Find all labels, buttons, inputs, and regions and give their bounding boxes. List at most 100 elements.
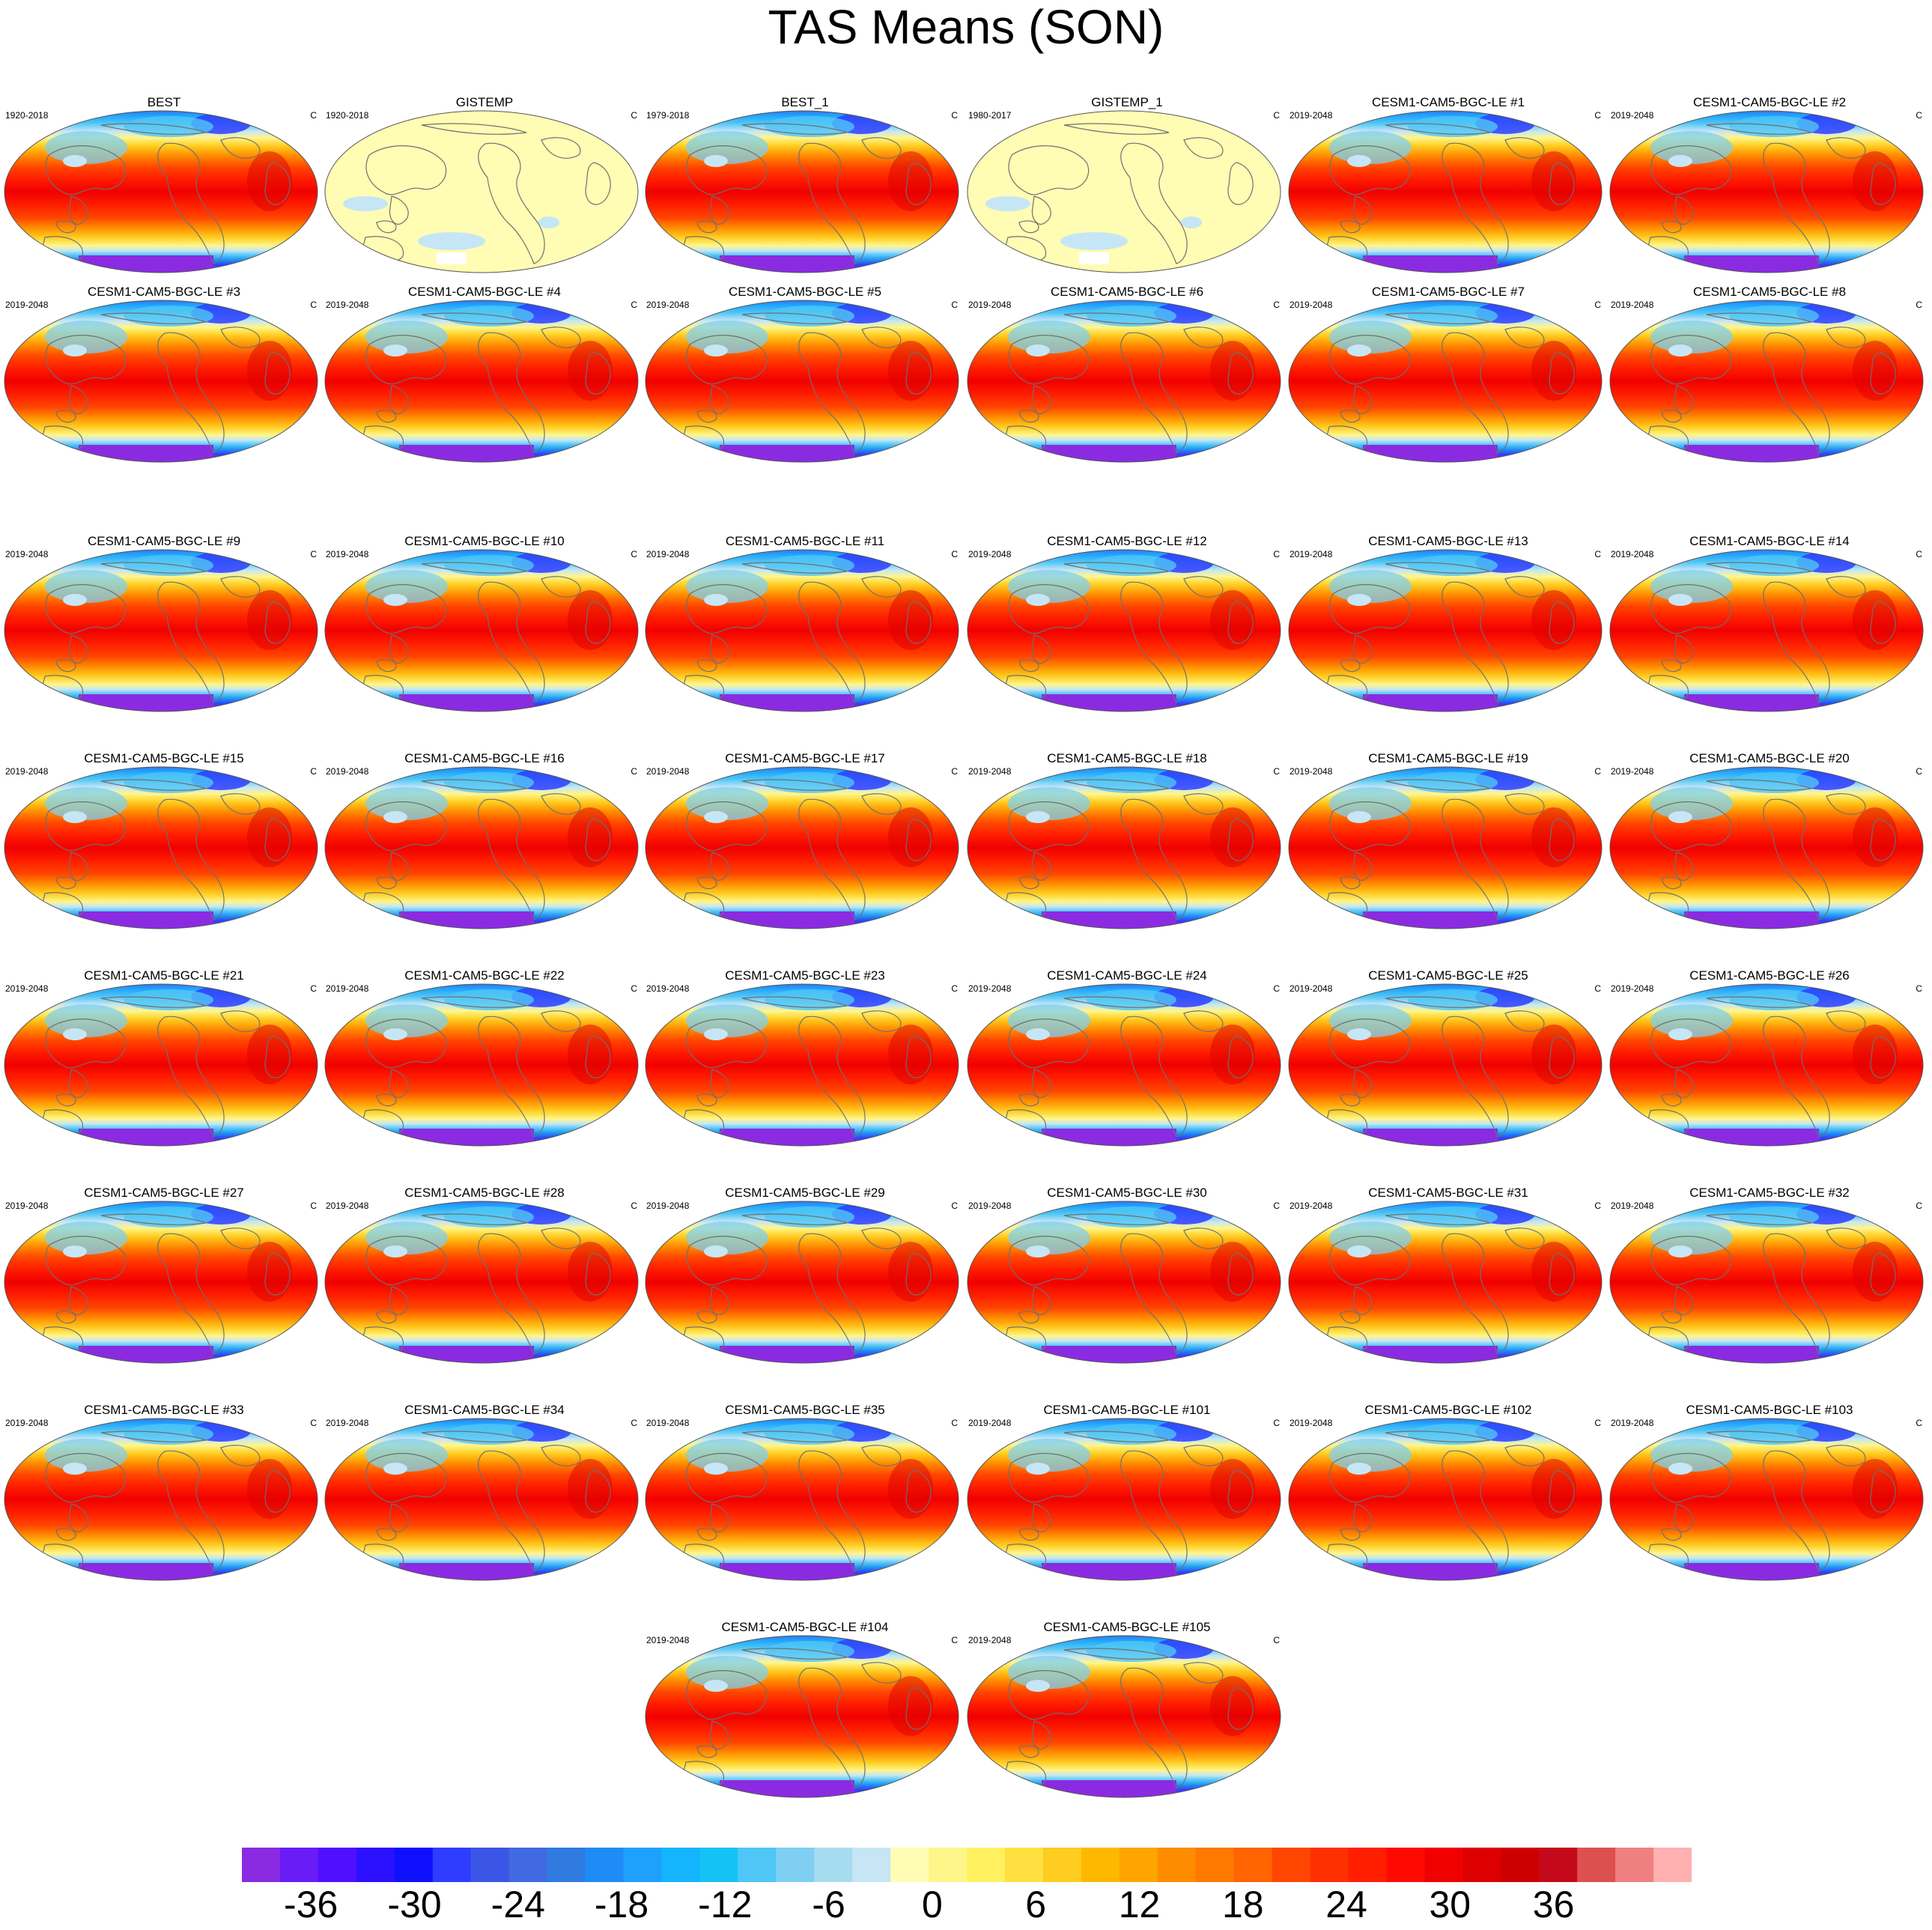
panel-period: 1920-2018: [5, 110, 49, 121]
temperature-map: [324, 766, 639, 929]
temperature-map: [1288, 1418, 1603, 1581]
map-panel: CESM1-CAM5-BGC-LE #34 2019-2048 C: [324, 1403, 645, 1616]
panel-unit: C: [1594, 110, 1601, 121]
panel-period: 2019-2048: [326, 300, 369, 310]
panel-title: CESM1-CAM5-BGC-LE #28: [404, 1186, 565, 1200]
temperature-map: [967, 1418, 1281, 1581]
map-panel: CESM1-CAM5-BGC-LE #10 2019-2048 C: [324, 534, 645, 747]
map-panel: CESM1-CAM5-BGC-LE #24 2019-2048 C: [967, 968, 1287, 1182]
map-panel: BEST 1920-2018 C: [4, 95, 324, 309]
panel-unit: C: [951, 983, 958, 994]
temperature-map: [324, 983, 639, 1147]
colorbar: [242, 1848, 1692, 1882]
temperature-map: [967, 1201, 1281, 1364]
panel-period: 2019-2048: [646, 1201, 690, 1211]
panel-title: CESM1-CAM5-BGC-LE #26: [1689, 968, 1850, 983]
temperature-map: [1609, 1418, 1924, 1581]
temperature-map: [967, 549, 1281, 712]
map-panel: CESM1-CAM5-BGC-LE #14 2019-2048 C: [1609, 534, 1930, 747]
temperature-map: [324, 549, 639, 712]
temperature-map: [1288, 766, 1603, 929]
panel-unit: C: [310, 766, 317, 777]
colorbar-swatch: [432, 1848, 472, 1882]
colorbar-tick-label: 24: [1325, 1884, 1367, 1926]
panel-title: CESM1-CAM5-BGC-LE #24: [1047, 968, 1207, 983]
panel-period: 2019-2048: [326, 1201, 369, 1211]
panel-title: BEST_1: [781, 95, 829, 109]
panel-unit: C: [1916, 110, 1922, 121]
temperature-map: [645, 110, 959, 273]
panel-unit: C: [631, 300, 637, 310]
colorbar-swatch: [508, 1848, 548, 1882]
panel-title: CESM1-CAM5-BGC-LE #1: [1371, 95, 1525, 109]
map-panel: CESM1-CAM5-BGC-LE #9 2019-2048 C: [4, 534, 324, 747]
temperature-map: [645, 1418, 959, 1581]
panel-title: CESM1-CAM5-BGC-LE #27: [84, 1186, 244, 1200]
panel-unit: C: [310, 1418, 317, 1428]
map-panel: CESM1-CAM5-BGC-LE #7 2019-2048 C: [1288, 285, 1609, 498]
panel-period: 2019-2048: [5, 1201, 49, 1211]
temperature-map: [645, 300, 959, 463]
panel-title: CESM1-CAM5-BGC-LE #20: [1689, 751, 1850, 765]
colorbar-tick-label: -18: [594, 1884, 649, 1926]
panel-title: BEST: [147, 95, 181, 109]
panel-unit: C: [631, 1418, 637, 1428]
colorbar-tick-label: -30: [387, 1884, 442, 1926]
panel-period: 1979-2018: [646, 110, 690, 121]
map-panel: CESM1-CAM5-BGC-LE #103 2019-2048 C: [1609, 1403, 1930, 1616]
temperature-map: [4, 110, 318, 273]
panel-period: 2019-2048: [1611, 766, 1654, 777]
colorbar-swatch: [929, 1848, 967, 1882]
panel-period: 2019-2048: [1611, 300, 1654, 310]
panel-unit: C: [951, 1635, 958, 1645]
map-panel: CESM1-CAM5-BGC-LE #4 2019-2048 C: [324, 285, 645, 498]
panel-unit: C: [310, 983, 317, 994]
colorbar-swatch: [814, 1848, 853, 1882]
panel-unit: C: [951, 766, 958, 777]
temperature-map: [4, 300, 318, 463]
panel-title: CESM1-CAM5-BGC-LE #3: [87, 285, 241, 299]
temperature-map: [645, 983, 959, 1147]
panel-title: CESM1-CAM5-BGC-LE #101: [1043, 1403, 1211, 1417]
map-panel: GISTEMP 1920-2018 C: [324, 95, 645, 309]
panel-period: 2019-2048: [5, 1418, 49, 1428]
temperature-map: [1609, 300, 1924, 463]
panel-period: 2019-2048: [1289, 1418, 1333, 1428]
panel-unit: C: [631, 983, 637, 994]
panel-period: 2019-2048: [1289, 1201, 1333, 1211]
colorbar-swatch: [1119, 1848, 1158, 1882]
panel-period: 2019-2048: [5, 766, 49, 777]
colorbar-swatch: [585, 1848, 624, 1882]
panel-title: CESM1-CAM5-BGC-LE #15: [84, 751, 244, 765]
anomaly-map: [967, 110, 1281, 273]
panel-title: CESM1-CAM5-BGC-LE #102: [1364, 1403, 1532, 1417]
panel-title: CESM1-CAM5-BGC-LE #13: [1368, 534, 1528, 548]
panel-title: CESM1-CAM5-BGC-LE #6: [1050, 285, 1204, 299]
colorbar-swatch: [738, 1848, 777, 1882]
colorbar-swatch: [356, 1848, 395, 1882]
map-panel: CESM1-CAM5-BGC-LE #19 2019-2048 C: [1288, 751, 1609, 965]
colorbar-swatch: [1195, 1848, 1235, 1882]
panel-period: 2019-2048: [326, 1418, 369, 1428]
colorbar-swatch: [279, 1848, 319, 1882]
panel-unit: C: [1916, 766, 1922, 777]
colorbar-tick-label: -12: [698, 1884, 753, 1926]
panel-period: 2019-2048: [1611, 1418, 1654, 1428]
map-panel: BEST_1 1979-2018 C: [645, 95, 965, 309]
temperature-map: [4, 549, 318, 712]
panel-title: CESM1-CAM5-BGC-LE #10: [404, 534, 565, 548]
panel-unit: C: [1594, 300, 1601, 310]
panel-period: 2019-2048: [968, 766, 1012, 777]
map-panel: CESM1-CAM5-BGC-LE #17 2019-2048 C: [645, 751, 965, 965]
colorbar-swatch: [318, 1848, 357, 1882]
map-panel: CESM1-CAM5-BGC-LE #105 2019-2048 C: [967, 1620, 1287, 1833]
panel-title: CESM1-CAM5-BGC-LE #22: [404, 968, 565, 983]
panel-period: 2019-2048: [968, 300, 1012, 310]
colorbar-tick-label: 0: [921, 1884, 943, 1926]
panel-unit: C: [951, 300, 958, 310]
temperature-map: [645, 1201, 959, 1364]
map-panel: CESM1-CAM5-BGC-LE #3 2019-2048 C: [4, 285, 324, 498]
colorbar-swatch: [394, 1848, 434, 1882]
temperature-map: [645, 766, 959, 929]
panel-unit: C: [1273, 110, 1280, 121]
